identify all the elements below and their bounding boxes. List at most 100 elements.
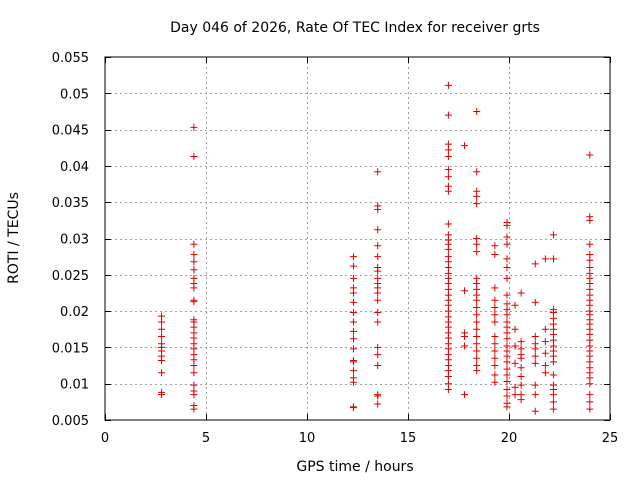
data-point <box>531 298 539 306</box>
data-point <box>586 398 594 406</box>
data-point <box>491 250 499 258</box>
data-point <box>511 325 519 333</box>
data-point <box>541 369 549 377</box>
data-point <box>503 255 511 263</box>
data-point <box>349 367 357 375</box>
data-point <box>503 291 511 299</box>
data-point <box>473 168 481 176</box>
data-point <box>503 378 511 386</box>
data-point <box>503 240 511 248</box>
data-point <box>444 187 452 195</box>
data-point <box>503 221 511 229</box>
data-point <box>549 398 557 406</box>
data-point <box>491 303 499 311</box>
data-point <box>473 107 481 115</box>
data-point <box>158 333 166 341</box>
data-point <box>491 318 499 326</box>
y-tick-label: 0.01 <box>60 378 89 393</box>
data-point <box>158 325 166 333</box>
data-point <box>461 342 469 350</box>
data-points <box>158 81 594 415</box>
data-point <box>349 274 357 282</box>
data-point <box>491 378 499 386</box>
data-point <box>473 200 481 208</box>
data-point <box>349 318 357 326</box>
data-point <box>503 392 511 400</box>
data-point <box>541 349 549 357</box>
data-point <box>541 255 549 263</box>
data-point <box>158 340 166 348</box>
x-tick-label: 5 <box>202 431 210 446</box>
axis-ticks <box>105 57 611 421</box>
y-tick-label: 0.03 <box>60 233 89 248</box>
data-point <box>511 342 519 350</box>
data-point <box>190 405 198 413</box>
data-point <box>473 333 481 341</box>
data-point <box>531 352 539 360</box>
data-point <box>374 400 382 408</box>
data-point <box>190 369 198 377</box>
data-point <box>190 250 198 258</box>
data-point <box>541 362 549 370</box>
data-point <box>517 338 525 346</box>
data-point <box>586 216 594 224</box>
x-tick-label: 25 <box>602 431 619 446</box>
data-point <box>349 404 357 412</box>
data-point <box>444 372 452 380</box>
data-point <box>444 166 452 174</box>
x-axis-label: GPS time / hours <box>296 459 413 475</box>
data-point <box>503 274 511 282</box>
y-tick-label: 0.045 <box>52 124 89 139</box>
data-point <box>586 405 594 413</box>
data-point <box>374 318 382 326</box>
y-tick-label: 0.005 <box>52 414 89 429</box>
data-point <box>444 386 452 394</box>
x-tick-label: 0 <box>101 431 109 446</box>
data-point <box>374 253 382 261</box>
data-point <box>444 220 452 228</box>
data-point <box>349 358 357 366</box>
data-point <box>491 354 499 362</box>
data-point <box>190 258 198 266</box>
data-point <box>503 358 511 366</box>
data-point <box>461 142 469 150</box>
data-point <box>158 312 166 320</box>
data-point <box>190 362 198 370</box>
data-point <box>374 205 382 213</box>
data-point <box>374 351 382 359</box>
data-point <box>374 267 382 275</box>
data-point <box>473 303 481 311</box>
data-point <box>473 347 481 355</box>
data-point <box>349 262 357 270</box>
data-point <box>374 392 382 400</box>
data-point <box>190 298 198 306</box>
data-point <box>503 233 511 241</box>
data-point <box>374 362 382 370</box>
data-point <box>549 391 557 399</box>
data-point <box>491 362 499 370</box>
data-point <box>491 340 499 348</box>
data-point <box>549 231 557 239</box>
chart-title: Day 046 of 2026, Rate Of TEC Index for r… <box>170 20 540 36</box>
data-point <box>503 264 511 272</box>
data-point <box>511 383 519 391</box>
data-point <box>473 318 481 326</box>
data-point <box>503 335 511 343</box>
data-point <box>444 146 452 154</box>
data-point <box>531 333 539 341</box>
data-point <box>517 364 525 372</box>
data-point <box>473 248 481 256</box>
data-point <box>349 298 357 306</box>
data-point <box>531 381 539 389</box>
y-axis-label: ROTI / TECUs <box>6 192 22 284</box>
data-point <box>349 327 357 335</box>
data-point <box>473 354 481 362</box>
data-point <box>473 311 481 319</box>
data-point <box>374 168 382 176</box>
data-point <box>503 311 511 319</box>
data-point <box>190 266 198 274</box>
y-tick-labels: 0.005 0.01 0.015 0.02 0.025 0.03 0.035 0.04 0.04… <box>52 51 89 429</box>
data-point <box>491 371 499 379</box>
data-point <box>549 255 557 263</box>
